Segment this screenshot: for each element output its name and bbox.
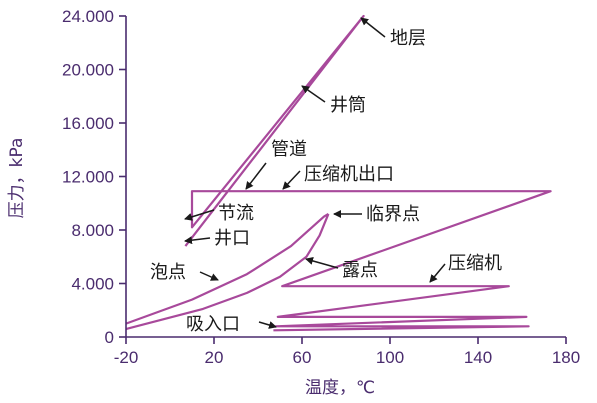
annotation-suction-inlet: 吸入口 bbox=[186, 314, 240, 335]
annotation-arrow-pipeline bbox=[245, 162, 267, 190]
ticks: -20 20 60 100 140 180 0 4.000 8.000 12.000 16.000 2… bbox=[62, 7, 580, 367]
y-tick-label: 12.000 bbox=[62, 168, 114, 187]
y-tick-label: 4.000 bbox=[71, 275, 114, 294]
annotation-arrow-wellhead bbox=[184, 236, 211, 245]
x-axis-title: 温度，℃ bbox=[305, 378, 375, 398]
annotation-arrow-suction-inlet bbox=[258, 321, 277, 329]
bubble-point-curve bbox=[125, 212, 329, 325]
y-tick-label: 8.000 bbox=[71, 221, 114, 240]
annotation-arrow-wellbore bbox=[301, 85, 326, 103]
annotation-throttling: 节流 bbox=[218, 203, 254, 224]
y-axis-title: 压力，kPa bbox=[7, 138, 27, 219]
y-tick-label: 20.000 bbox=[62, 61, 114, 80]
annotation-arrow-dew-point bbox=[305, 257, 339, 269]
x-tick-label: 100 bbox=[376, 348, 404, 367]
y-tick-label: 0 bbox=[105, 328, 114, 347]
y-tick-label: 24.000 bbox=[62, 7, 114, 26]
y-tick-label: 16.000 bbox=[62, 114, 114, 133]
production-path-line bbox=[184, 14, 552, 332]
annotation-compressor: 压缩机 bbox=[448, 253, 502, 274]
plot-curves bbox=[125, 14, 552, 332]
annotation-wellbore: 井筒 bbox=[330, 95, 366, 116]
x-tick-label: 20 bbox=[205, 348, 224, 367]
annotation-compressor-outlet: 压缩机出口 bbox=[304, 164, 394, 185]
x-tick-label: 60 bbox=[293, 348, 312, 367]
annotation-arrow-formation bbox=[360, 17, 386, 38]
annotation-formation: 地层 bbox=[390, 28, 426, 49]
annotation-arrow-compressor-outlet bbox=[282, 170, 301, 190]
x-tick-label: -20 bbox=[114, 348, 139, 367]
dew-point-curve bbox=[125, 213, 330, 331]
annotation-bubble-point: 泡点 bbox=[150, 262, 186, 283]
x-tick-label: 140 bbox=[464, 348, 492, 367]
annotation-dew-point: 露点 bbox=[342, 260, 378, 281]
x-tick-label: 180 bbox=[552, 348, 580, 367]
annotations: 地层 井筒 管道 压缩机出口 节流 井口 临界点 泡点 露点 压缩机 吸入口 bbox=[150, 17, 502, 335]
annotation-arrow-bubble-point bbox=[199, 271, 219, 281]
annotation-pipeline: 管道 bbox=[271, 139, 307, 160]
annotation-arrow-throttling bbox=[184, 209, 215, 221]
annotation-arrow-compressor bbox=[429, 263, 446, 283]
annotation-critical-point: 临界点 bbox=[366, 204, 420, 225]
annotation-wellhead: 井口 bbox=[214, 228, 250, 249]
